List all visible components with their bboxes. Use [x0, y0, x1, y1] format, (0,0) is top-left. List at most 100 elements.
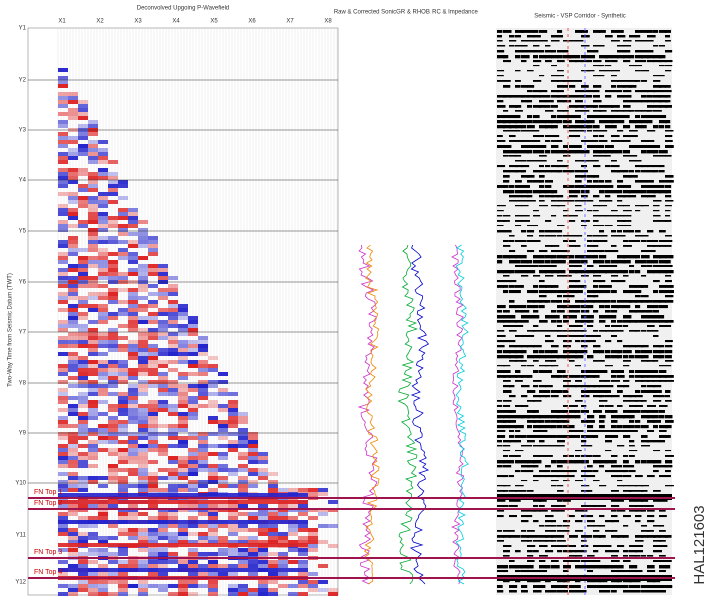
seismic-wavelet: [521, 540, 529, 542]
wavelet: [168, 392, 178, 396]
seismic-wavelet: [665, 560, 672, 562]
seismic-wavelet: [521, 130, 529, 132]
seismic-wavelet: [593, 125, 600, 129]
seismic-wavelet: [593, 535, 602, 538]
seismic-wavelet: [497, 35, 503, 38]
wavelet: [78, 460, 88, 464]
seismic-wavelet: [611, 425, 617, 429]
seismic-wavelet: [599, 395, 605, 398]
seismic-wavelet: [539, 525, 545, 527]
wavelet: [78, 384, 88, 388]
y-label: Y2: [19, 78, 27, 84]
seismic-wavelet: [575, 55, 581, 59]
wavelet: [138, 528, 148, 532]
seismic-wavelet: [587, 255, 594, 259]
wavelet: [258, 472, 268, 476]
seismic-wavelet: [545, 355, 552, 359]
wavelet: [198, 564, 208, 568]
seismic-wavelet: [641, 295, 649, 298]
seismic-wavelet: [503, 485, 511, 487]
wavelet: [108, 384, 118, 388]
seismic-wavelet: [653, 380, 662, 382]
seismic-wavelet: [647, 110, 653, 112]
wavelet: [118, 224, 128, 228]
seismic-wavelet: [617, 430, 624, 432]
seismic-wavelet: [539, 180, 545, 183]
seismic-wavelet: [605, 215, 612, 217]
seismic-wavelet: [539, 150, 545, 154]
seismic-wavelet: [503, 465, 512, 468]
wavelet: [78, 564, 88, 568]
seismic-wavelet: [593, 285, 599, 288]
seismic-wavelet: [641, 125, 647, 129]
wavelet: [68, 324, 78, 328]
seismic-wavelet: [605, 190, 611, 194]
seismic-wavelet: [527, 315, 534, 319]
seismic-wavelet: [617, 330, 624, 332]
wavelet: [288, 540, 298, 544]
wavelet: [218, 572, 228, 576]
wavelet: [158, 448, 168, 452]
wavelet: [258, 524, 268, 528]
wavelet: [128, 444, 138, 448]
wavelet: [138, 320, 148, 324]
wavelet: [98, 236, 108, 240]
seismic-wavelet: [605, 165, 611, 168]
wavelet: [58, 528, 68, 532]
wavelet: [268, 536, 278, 540]
wavelet: [138, 512, 148, 516]
seismic-wavelet: [641, 375, 648, 378]
seismic-wavelet: [563, 300, 571, 303]
seismic-wavelet: [533, 80, 542, 82]
seismic-wavelet: [593, 290, 601, 294]
seismic-wavelet: [635, 90, 642, 93]
wavelet: [128, 532, 138, 536]
wavelet: [248, 516, 258, 520]
wavelet: [138, 560, 148, 564]
seismic-wavelet: [659, 165, 665, 168]
wavelet: [68, 192, 78, 196]
wavelet: [88, 144, 98, 148]
seismic-wavelet: [587, 210, 593, 212]
seismic-wavelet: [527, 195, 533, 198]
seismic-wavelet: [527, 560, 535, 562]
wavelet: [218, 380, 228, 384]
wavelet: [118, 552, 128, 556]
seismic-wavelet: [509, 440, 516, 443]
wavelet: [268, 552, 278, 556]
wavelet: [148, 408, 158, 412]
wavelet: [178, 328, 188, 332]
wavelet: [108, 560, 118, 564]
seismic-wavelet: [593, 235, 600, 237]
seismic-wavelet: [605, 185, 614, 188]
wavelet: [328, 544, 338, 548]
wavelet: [298, 524, 308, 528]
seismic-wavelet: [557, 275, 564, 277]
seismic-wavelet: [539, 330, 546, 332]
seismic-wavelet: [581, 420, 589, 423]
seismic-wavelet: [563, 410, 569, 413]
wavelet: [58, 212, 68, 216]
wavelet: [148, 312, 158, 316]
wavelet: [118, 488, 128, 492]
wavelet: [118, 360, 128, 364]
wavelet: [68, 356, 78, 360]
seismic-wavelet: [593, 505, 600, 507]
seismic-wavelet: [653, 450, 661, 452]
wavelet: [108, 260, 118, 264]
seismic-wavelet: [635, 425, 641, 429]
seismic-wavelet: [551, 485, 557, 487]
seismic-wavelet: [611, 90, 618, 93]
seismic-wavelet: [509, 240, 515, 242]
seismic-wavelet: [545, 190, 554, 194]
wavelet: [198, 380, 208, 384]
wavelet: [178, 376, 188, 380]
seismic-wavelet: [551, 435, 557, 438]
seismic-wavelet: [611, 410, 618, 413]
wavelet: [208, 400, 218, 404]
wavelet: [208, 444, 218, 448]
seismic-wavelet: [521, 50, 529, 53]
seismic-wavelet: [503, 570, 509, 573]
wavelet: [178, 560, 188, 564]
wavelet: [168, 468, 178, 472]
